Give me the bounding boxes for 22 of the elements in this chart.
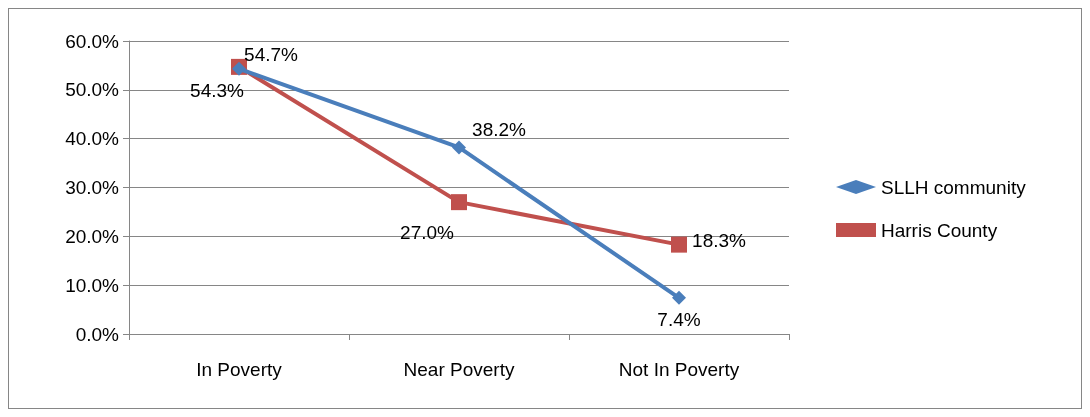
y-tick-label: 20.0% bbox=[65, 225, 120, 247]
x-tick-label: In Poverty bbox=[196, 359, 283, 380]
point bbox=[451, 194, 467, 211]
y-tick-label: 10.0% bbox=[65, 274, 120, 296]
x-tick-label: Not In Poverty bbox=[618, 359, 740, 380]
y-tick-label: 0.0% bbox=[75, 323, 120, 345]
legend-label: Harris County bbox=[881, 219, 998, 241]
y-tick-label: 60.0% bbox=[65, 30, 120, 52]
data-label: 54.3% bbox=[190, 80, 245, 102]
y-tick-label: 50.0% bbox=[65, 79, 120, 101]
point bbox=[671, 236, 687, 253]
x-tick-label: Near Poverty bbox=[403, 359, 515, 380]
data-label: 18.3% bbox=[692, 230, 747, 252]
y-tick-label: 30.0% bbox=[65, 177, 120, 198]
legend-label: SLLH community bbox=[881, 176, 1027, 198]
data-label: 7.4% bbox=[657, 309, 701, 331]
data-label: 27.0% bbox=[400, 221, 455, 243]
data-label: 38.2% bbox=[472, 118, 527, 140]
y-tick-label: 40.0% bbox=[65, 128, 120, 150]
data-label: 54.7% bbox=[244, 44, 299, 66]
point bbox=[452, 140, 466, 155]
point bbox=[672, 290, 686, 305]
